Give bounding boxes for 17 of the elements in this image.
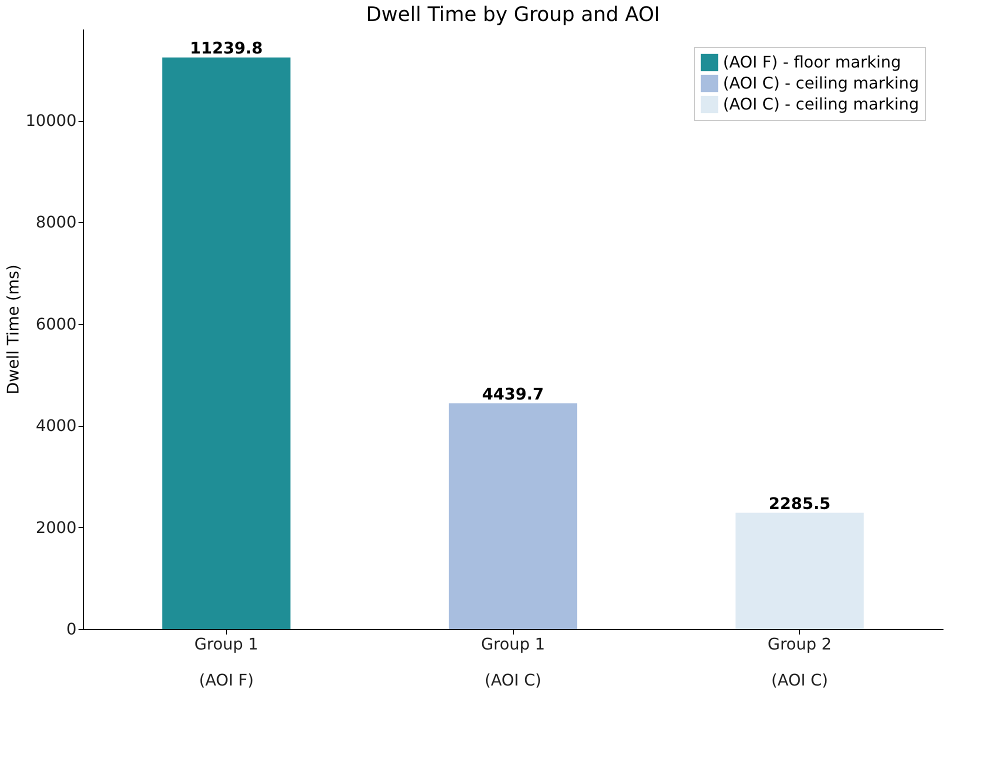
legend-label: (AOI C) - ceiling marking [723,94,919,114]
data-label: 11239.8 [190,38,263,58]
x-tick-label: Group 1 (AOI C) [481,634,545,690]
y-tick-label: 10000 [26,111,76,130]
legend-label: (AOI C) - ceiling marking [723,74,919,92]
data-label: 2285.5 [768,494,831,513]
y-tick-label: 2000 [36,518,76,537]
y-tick-label: 0 [66,620,76,638]
y-tick-label: 8000 [36,212,76,232]
y-tick-label: 6000 [36,314,76,334]
data-label: 4439.7 [482,384,544,404]
x-tick-label: Group 2 (AOI C) [768,634,832,690]
y-axis-title: Dwell Time (ms) [4,264,23,394]
chart-title: Dwell Time by Group and AOI [366,2,660,26]
legend-label: (AOI F) - floor marking [723,52,901,72]
x-tick-label: Group 1 (AOI F) [194,634,258,690]
y-tick-label: 4000 [36,416,76,436]
